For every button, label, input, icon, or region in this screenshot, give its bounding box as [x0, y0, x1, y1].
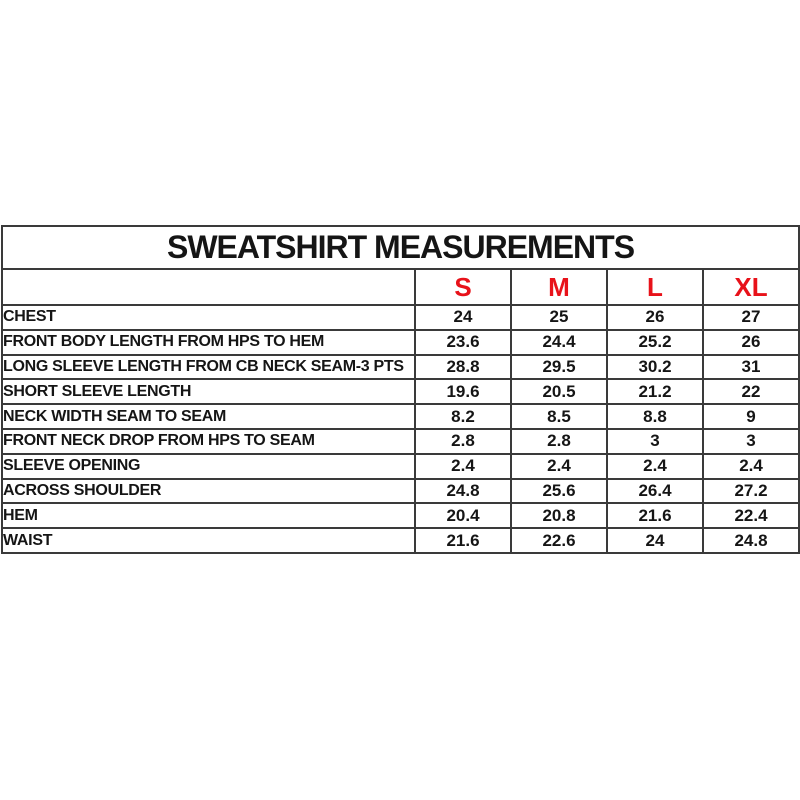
measurement-value: 22.6	[510, 527, 608, 554]
size-column-header: XL	[701, 268, 800, 306]
measurement-value: 2.8	[510, 427, 608, 455]
measurement-value: 26	[701, 328, 800, 356]
measurement-label: SLEEVE OPENING	[1, 452, 416, 480]
measurement-value: 30.2	[606, 353, 704, 381]
measurement-label: WAIST	[1, 527, 416, 554]
measurement-value: 29.5	[510, 353, 608, 381]
measurement-value: 20.8	[510, 502, 608, 530]
measurement-value: 22	[701, 378, 800, 406]
measurement-value: 25	[510, 304, 608, 331]
measurement-value: 26	[606, 304, 704, 331]
measurement-label: LONG SLEEVE LENGTH FROM CB NECK SEAM-3 P…	[1, 353, 416, 381]
table-head: SWEATSHIRT MEASUREMENTS S M L XL	[0, 225, 800, 306]
measurement-label: ACROSS SHOULDER	[1, 477, 416, 505]
measurement-value: 31	[701, 353, 800, 381]
size-column-header: L	[606, 268, 704, 306]
measurement-value: 26.4	[606, 477, 704, 505]
measurement-value: 27.2	[701, 477, 800, 505]
measurement-value: 22.4	[701, 502, 800, 530]
size-column-header: S	[414, 268, 512, 306]
measurement-value: 2.4	[510, 452, 608, 480]
measurement-label: NECK WIDTH SEAM TO SEAM	[1, 403, 416, 430]
measurement-value: 24.8	[414, 477, 512, 505]
measurement-value: 19.6	[414, 378, 512, 406]
measurement-label: SHORT SLEEVE LENGTH	[1, 378, 416, 406]
table-title: SWEATSHIRT MEASUREMENTS	[0, 225, 800, 270]
measurement-value: 25.2	[606, 328, 704, 356]
table-row: CHEST 24 25 26 27	[1, 304, 800, 331]
measurement-value: 2.4	[606, 452, 704, 480]
blank-header-cell	[1, 268, 416, 306]
measurement-value: 24.4	[510, 328, 608, 356]
measurement-label: FRONT BODY LENGTH FROM HPS TO HEM	[1, 328, 416, 356]
measurement-value: 9	[701, 403, 800, 430]
measurement-value: 27	[701, 304, 800, 331]
table-row: NECK WIDTH SEAM TO SEAM 8.2 8.5 8.8 9	[1, 403, 800, 430]
table-row: LONG SLEEVE LENGTH FROM CB NECK SEAM-3 P…	[1, 353, 800, 381]
measurement-label: HEM	[1, 502, 416, 530]
measurement-value: 25.6	[510, 477, 608, 505]
size-chart-table-container: SWEATSHIRT MEASUREMENTS S M L XL CHEST 24 25 2…	[0, 225, 800, 554]
measurements-table: SWEATSHIRT MEASUREMENTS S M L XL CHEST 24 25 2…	[0, 225, 800, 554]
measurement-value: 20.5	[510, 378, 608, 406]
size-column-header: M	[510, 268, 608, 306]
measurement-rows: CHEST 24 25 26 27 FRONT BODY LENGTH FROM HPS …	[1, 304, 800, 554]
measurement-value: 24	[414, 304, 512, 331]
measurement-value: 2.4	[414, 452, 512, 480]
measurement-value: 8.8	[606, 403, 704, 430]
table-row: SHORT SLEEVE LENGTH 19.6 20.5 21.2 22	[1, 378, 800, 406]
title-row: SWEATSHIRT MEASUREMENTS	[0, 225, 800, 270]
table-row: WAIST 21.6 22.6 24 24.8	[1, 527, 800, 554]
measurement-value: 3	[606, 427, 704, 455]
measurement-value: 2.4	[701, 452, 800, 480]
measurement-value: 20.4	[414, 502, 512, 530]
measurement-value: 21.6	[606, 502, 704, 530]
measurement-value: 8.5	[510, 403, 608, 430]
table-row: HEM 20.4 20.8 21.6 22.4	[1, 502, 800, 530]
table-row: ACROSS SHOULDER 24.8 25.6 26.4 27.2	[1, 477, 800, 505]
table-row: SLEEVE OPENING 2.4 2.4 2.4 2.4	[1, 452, 800, 480]
measurement-label: FRONT NECK DROP FROM HPS TO SEAM	[1, 427, 416, 455]
measurement-value: 24.8	[701, 527, 800, 554]
measurement-value: 3	[701, 427, 800, 455]
measurement-value: 23.6	[414, 328, 512, 356]
measurement-value: 2.8	[414, 427, 512, 455]
measurement-value: 21.2	[606, 378, 704, 406]
size-header-row: S M L XL	[1, 268, 800, 306]
measurement-value: 28.8	[414, 353, 512, 381]
table-row: FRONT BODY LENGTH FROM HPS TO HEM 23.6 24.…	[1, 328, 800, 356]
table-row: FRONT NECK DROP FROM HPS TO SEAM 2.8 2.8 3 3	[1, 427, 800, 455]
measurement-value: 24	[606, 527, 704, 554]
measurement-value: 21.6	[414, 527, 512, 554]
measurement-value: 8.2	[414, 403, 512, 430]
measurement-label: CHEST	[1, 304, 416, 331]
